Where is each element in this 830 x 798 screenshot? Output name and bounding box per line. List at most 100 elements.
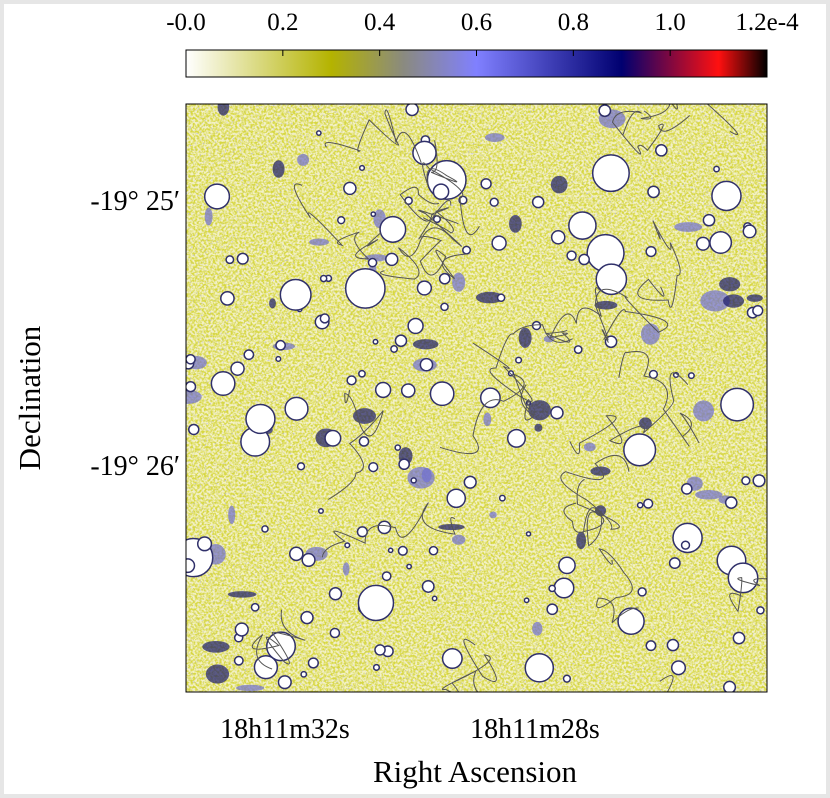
source: [210, 371, 236, 397]
dark-patch: [451, 534, 466, 545]
source: [680, 483, 693, 495]
contour: [328, 389, 384, 500]
source: [531, 195, 545, 209]
source: [695, 236, 711, 251]
source: [289, 546, 304, 562]
source: [203, 183, 231, 210]
source: [491, 235, 507, 251]
source: [368, 461, 379, 473]
dark-patch: [484, 133, 505, 142]
source: [186, 353, 196, 365]
source: [344, 542, 351, 549]
source: [636, 501, 644, 509]
source: [558, 556, 576, 575]
dark-patch: [489, 511, 497, 519]
source: [741, 476, 751, 486]
dark-patch: [693, 400, 715, 422]
source: [438, 272, 451, 285]
source: [548, 584, 557, 593]
source: [324, 429, 342, 447]
dark-patch: [534, 423, 543, 432]
dark-patch: [483, 412, 492, 427]
source: [463, 475, 477, 489]
dark-patch: [297, 153, 310, 166]
source: [398, 458, 411, 471]
dark-patch: [269, 298, 276, 309]
dark-patch: [695, 489, 723, 500]
y-tick-label: -19° 26′: [90, 451, 180, 482]
source: [432, 183, 450, 201]
dark-patch: [576, 531, 587, 550]
contour: [637, 220, 681, 308]
source: [709, 231, 733, 255]
source: [645, 245, 657, 258]
source: [672, 522, 703, 554]
dark-patch: [640, 323, 660, 345]
dark-patch: [342, 562, 350, 576]
source: [374, 381, 392, 399]
source: [275, 339, 286, 351]
source: [296, 462, 306, 471]
dark-patch: [272, 160, 285, 178]
source: [307, 657, 319, 669]
source: [319, 274, 328, 283]
dark-patch: [217, 104, 230, 116]
source: [670, 660, 687, 676]
source: [301, 552, 316, 568]
contour: [321, 502, 456, 558]
source: [496, 293, 506, 303]
contour: [640, 104, 678, 120]
dark-patch: [228, 505, 236, 525]
dark-patch: [205, 664, 230, 684]
source: [367, 257, 378, 268]
source: [568, 211, 597, 240]
source: [506, 428, 526, 448]
dark-patch: [532, 621, 543, 636]
source: [479, 387, 501, 409]
contour: [441, 638, 497, 692]
source: [480, 178, 492, 190]
colorbar-tick-label: -0.0: [166, 9, 206, 36]
source: [358, 369, 366, 378]
contour: [563, 502, 605, 547]
source: [233, 655, 244, 666]
x-tick-label: 18h11m32s: [220, 714, 350, 745]
source: [374, 644, 386, 656]
source: [407, 317, 424, 335]
y-tick-label: -19° 25′: [90, 186, 180, 217]
source: [546, 603, 559, 616]
source: [421, 579, 435, 593]
source: [343, 181, 357, 196]
source: [498, 494, 506, 502]
dark-patch: [475, 291, 504, 304]
source: [531, 320, 542, 331]
source: [381, 571, 392, 582]
dark-patch: [204, 207, 213, 226]
source: [406, 563, 413, 570]
source: [300, 670, 308, 678]
source: [186, 558, 196, 574]
source: [236, 252, 249, 265]
source: [595, 263, 628, 296]
dark-patch: [700, 290, 730, 312]
source: [687, 372, 695, 380]
source: [462, 245, 472, 255]
source: [245, 403, 276, 435]
source: [315, 130, 322, 136]
source: [623, 433, 657, 467]
source: [617, 607, 645, 635]
contour: [594, 288, 669, 343]
dark-patch: [202, 640, 230, 653]
source: [250, 602, 260, 612]
contour: [422, 140, 480, 236]
source: [372, 663, 381, 672]
dark-patch: [235, 684, 265, 692]
source: [230, 361, 245, 376]
source: [416, 280, 433, 296]
colorbar-tick-label: 1.0: [655, 9, 686, 36]
source: [647, 185, 660, 199]
source: [562, 674, 572, 683]
dark-patch: [186, 389, 202, 404]
image: [186, 104, 767, 692]
y-axis-label: Declination: [12, 325, 47, 470]
